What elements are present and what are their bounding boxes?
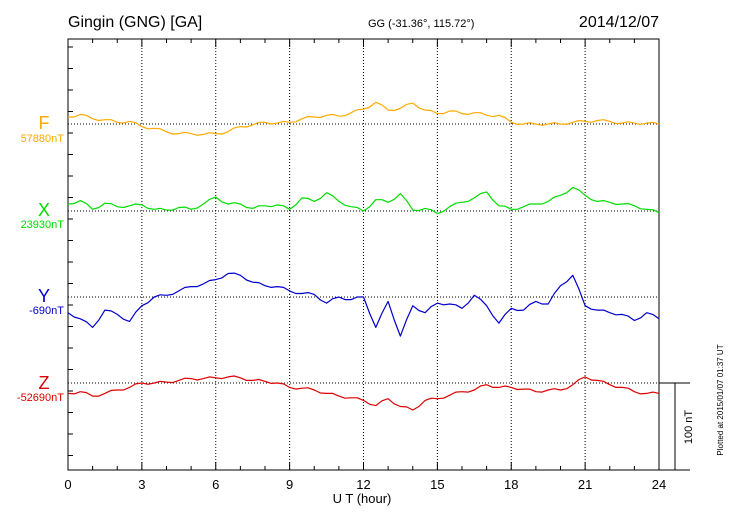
scale-bar: 100 nT — [659, 382, 695, 471]
baseline-label-y: -690nT — [29, 305, 64, 317]
scale-bar-label: 100 nT — [683, 410, 695, 445]
x-tick-label-6: 6 — [212, 477, 219, 492]
date-label: 2014/12/07 — [579, 14, 659, 31]
trace-z — [67, 375, 660, 411]
baseline-label-x: 23930nT — [21, 219, 65, 231]
x-tick-label-24: 24 — [652, 477, 666, 492]
baseline-label-f: 57880nT — [21, 133, 65, 145]
x-tick-label-9: 9 — [286, 477, 293, 492]
vertical-gridlines — [141, 39, 586, 470]
component-label-y: Y — [38, 286, 50, 306]
component-label-z: Z — [39, 373, 50, 393]
trace-f — [68, 101, 660, 136]
baseline-label-z: -52690nT — [17, 392, 64, 404]
x-tick-label-0: 0 — [64, 477, 71, 492]
component-label-x: X — [38, 200, 50, 220]
trace-x — [67, 186, 660, 215]
coordinates-label: GG (-31.36°, 115.72°) — [368, 18, 474, 30]
station-title: Gingin (GNG) [GA] — [68, 14, 202, 31]
traces — [67, 101, 660, 411]
axis-ticks — [67, 39, 660, 470]
x-axis-title: U T (hour) — [333, 491, 392, 506]
x-tick-label-3: 3 — [138, 477, 145, 492]
x-tick-labels: 0 3 6 9 12 15 18 21 24 — [64, 477, 666, 492]
x-tick-label-15: 15 — [430, 477, 444, 492]
component-label-f: F — [39, 113, 50, 133]
x-tick-label-21: 21 — [578, 477, 592, 492]
x-tick-label-18: 18 — [504, 477, 518, 492]
plotted-footnote: Plotted at 2015/01/07 01:37 UT — [716, 344, 725, 455]
trace-y — [67, 272, 660, 337]
x-tick-label-12: 12 — [356, 477, 370, 492]
